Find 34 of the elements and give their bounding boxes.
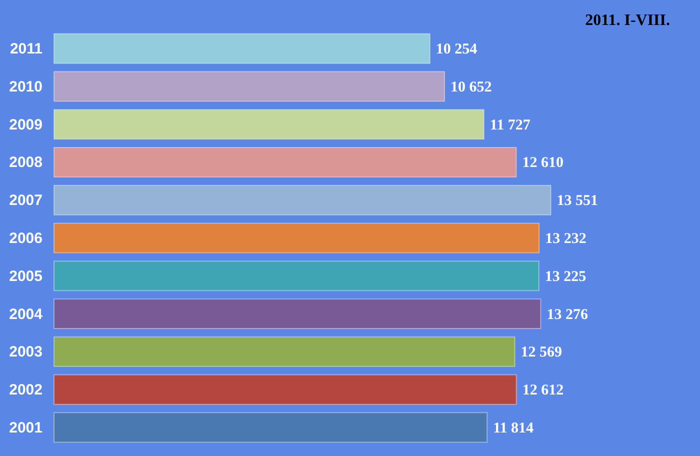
y-tick-label: 2002	[9, 382, 42, 399]
y-tick-label: 2005	[9, 268, 42, 285]
text: 2011. I-VIII.	[585, 12, 670, 29]
bar	[54, 33, 430, 64]
y-tick-label: 2011	[10, 40, 42, 58]
data-label: 10 254	[436, 42, 478, 58]
data-label: 13 225	[544, 268, 586, 285]
bar	[54, 374, 517, 405]
y-tick-label: 2010	[9, 78, 42, 96]
bar	[54, 222, 540, 254]
data-label: 13 232	[545, 231, 586, 247]
bar	[54, 260, 540, 292]
y-tick-label: 2003	[9, 344, 42, 361]
y-tick-label: 2009	[9, 116, 42, 134]
data-label: 13 276	[546, 306, 588, 323]
y-tick-label: 2007	[9, 192, 42, 210]
y-tick-label: 2008	[9, 154, 42, 172]
bar	[54, 184, 552, 216]
bar	[54, 336, 516, 367]
y-tick-label: 2001	[9, 419, 42, 436]
bar	[54, 146, 517, 178]
bar	[54, 109, 484, 140]
data-label: 12 610	[522, 155, 564, 172]
data-label: 12 569	[520, 344, 562, 361]
data-label: 12 612	[522, 382, 564, 399]
bar	[54, 412, 488, 443]
data-label: 11 814	[493, 420, 534, 436]
data-label: 10 652	[450, 79, 492, 96]
data-label: 13 551	[556, 193, 598, 210]
bar	[54, 298, 542, 330]
y-tick-label: 2006	[9, 230, 42, 247]
y-tick-label: 2004	[9, 306, 44, 323]
data-label: 11 727	[490, 117, 531, 134]
bar	[54, 71, 445, 102]
